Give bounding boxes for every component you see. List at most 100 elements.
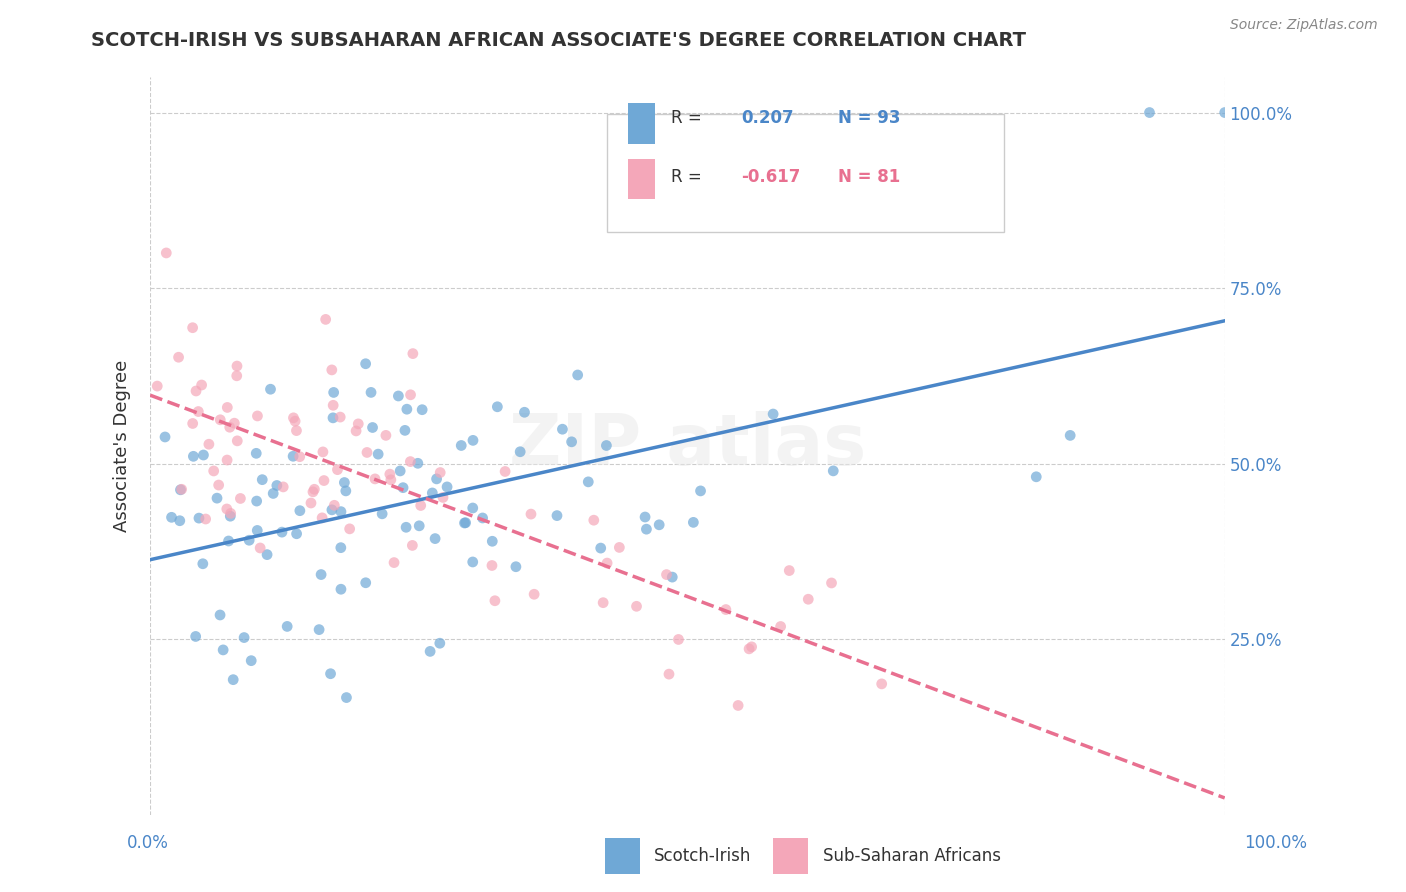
- Point: [188, 511, 211, 525]
- Point: [329, 582, 352, 597]
- Point: [284, 414, 307, 428]
- Point: [481, 558, 503, 573]
- Point: [426, 472, 449, 486]
- Point: [714, 602, 737, 616]
- Text: ZIP atlas: ZIP atlas: [509, 411, 866, 481]
- Point: [738, 641, 761, 656]
- FancyBboxPatch shape: [607, 114, 1004, 232]
- Point: [399, 388, 422, 402]
- Point: [450, 438, 472, 452]
- Point: [238, 533, 260, 548]
- Point: [509, 444, 531, 458]
- Point: [406, 456, 429, 470]
- Point: [187, 404, 209, 418]
- Point: [311, 511, 333, 525]
- Point: [658, 667, 681, 681]
- Point: [648, 517, 671, 532]
- Point: [420, 486, 443, 500]
- Text: -0.617: -0.617: [741, 168, 800, 186]
- Point: [596, 556, 619, 570]
- Point: [304, 483, 326, 497]
- Point: [1025, 470, 1047, 484]
- Point: [1213, 105, 1236, 120]
- Point: [576, 475, 599, 489]
- Point: [461, 434, 484, 448]
- Point: [271, 480, 294, 494]
- Point: [335, 690, 357, 705]
- Point: [589, 541, 612, 555]
- Y-axis label: Associate's Degree: Associate's Degree: [114, 359, 131, 533]
- Point: [266, 478, 288, 492]
- Point: [354, 575, 377, 590]
- Point: [402, 346, 425, 360]
- Point: [222, 673, 245, 687]
- Point: [762, 407, 785, 421]
- Point: [429, 466, 451, 480]
- Point: [326, 463, 349, 477]
- Point: [256, 548, 278, 562]
- Point: [769, 619, 792, 633]
- Point: [302, 484, 325, 499]
- Point: [285, 526, 308, 541]
- FancyBboxPatch shape: [628, 159, 655, 199]
- Point: [184, 384, 207, 398]
- Point: [226, 434, 249, 448]
- Point: [312, 445, 335, 459]
- Point: [399, 454, 422, 468]
- Point: [167, 350, 190, 364]
- Point: [183, 450, 205, 464]
- Text: Scotch-Irish: Scotch-Irish: [654, 847, 751, 865]
- Point: [354, 357, 377, 371]
- Point: [486, 400, 509, 414]
- Point: [471, 511, 494, 525]
- Point: [1139, 105, 1161, 120]
- Point: [309, 567, 332, 582]
- Point: [212, 643, 235, 657]
- Point: [870, 677, 893, 691]
- Point: [378, 467, 401, 482]
- Point: [215, 502, 238, 516]
- Point: [191, 557, 214, 571]
- Point: [520, 507, 543, 521]
- Point: [246, 524, 269, 538]
- Text: Sub-Saharan Africans: Sub-Saharan Africans: [823, 847, 1001, 865]
- Point: [245, 446, 267, 460]
- Point: [682, 516, 704, 530]
- Point: [401, 538, 423, 552]
- Point: [461, 555, 484, 569]
- Point: [184, 630, 207, 644]
- Point: [217, 401, 239, 415]
- Point: [322, 385, 344, 400]
- Point: [308, 623, 330, 637]
- Point: [160, 510, 183, 524]
- Point: [411, 402, 433, 417]
- Point: [592, 596, 614, 610]
- Point: [778, 564, 800, 578]
- Point: [322, 410, 344, 425]
- Text: N = 81: N = 81: [838, 168, 900, 186]
- Point: [198, 437, 221, 451]
- Point: [321, 503, 343, 517]
- Point: [344, 424, 367, 438]
- Point: [315, 312, 337, 326]
- Text: SCOTCH-IRISH VS SUBSAHARAN AFRICAN ASSOCIATE'S DEGREE CORRELATION CHART: SCOTCH-IRISH VS SUBSAHARAN AFRICAN ASSOC…: [91, 31, 1026, 50]
- Point: [505, 559, 527, 574]
- Point: [567, 368, 589, 382]
- Point: [380, 473, 402, 487]
- Point: [374, 428, 396, 442]
- Point: [408, 518, 430, 533]
- Point: [322, 398, 344, 412]
- Point: [285, 424, 308, 438]
- Point: [513, 405, 536, 419]
- Point: [634, 510, 657, 524]
- Point: [820, 576, 842, 591]
- Point: [387, 389, 409, 403]
- Point: [382, 556, 405, 570]
- Point: [209, 413, 232, 427]
- Point: [582, 513, 605, 527]
- Point: [453, 516, 475, 530]
- Point: [595, 438, 617, 452]
- Point: [155, 246, 177, 260]
- Point: [551, 422, 574, 436]
- Point: [283, 410, 305, 425]
